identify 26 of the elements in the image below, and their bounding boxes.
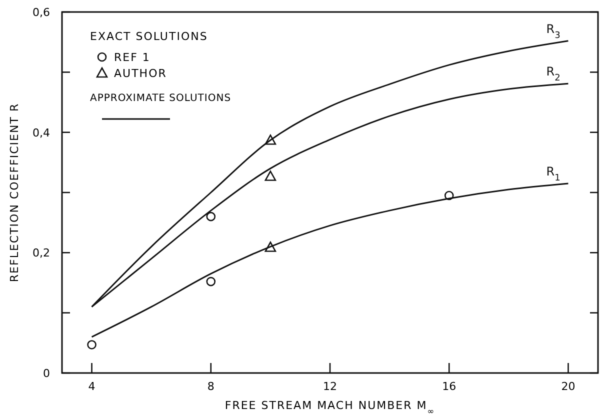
point [87, 340, 96, 350]
x-tick-label: 4 [88, 380, 96, 393]
point [264, 170, 276, 181]
y-tick-label: 0,4 [32, 126, 50, 140]
legend-label: REF 1 [114, 51, 150, 64]
x-tick-label: 20 [561, 380, 576, 393]
point [444, 190, 454, 200]
legend-label: AUTHOR [114, 67, 167, 80]
line-series [91, 182, 569, 338]
series-label: R$_{1}$ [546, 164, 560, 184]
x-tick-label: 16 [442, 380, 456, 393]
point [206, 276, 216, 286]
x-tick-label: 8 [207, 380, 214, 393]
point [206, 212, 216, 222]
series-label: R$_{3}$ [546, 22, 560, 41]
point [264, 242, 276, 252]
point [264, 134, 276, 145]
x-axis-title: FREE STREAM MACH NUMBER M$_{∞}$ [224, 399, 436, 416]
y-axis-title: REFLECTION COEFFICIENT R [8, 102, 21, 282]
y-tick-label: 0,6 [32, 6, 50, 19]
y-tick-label: 0,2 [32, 246, 50, 260]
annotation: APPROXIMATE SOLUTIONS [90, 93, 232, 104]
y-tick-label: 0 [43, 367, 50, 380]
series-label: R$_{2}$ [546, 64, 560, 84]
x-tick-label: 12 [323, 380, 337, 393]
legend-title: EXACT SOLUTIONS [90, 30, 208, 43]
